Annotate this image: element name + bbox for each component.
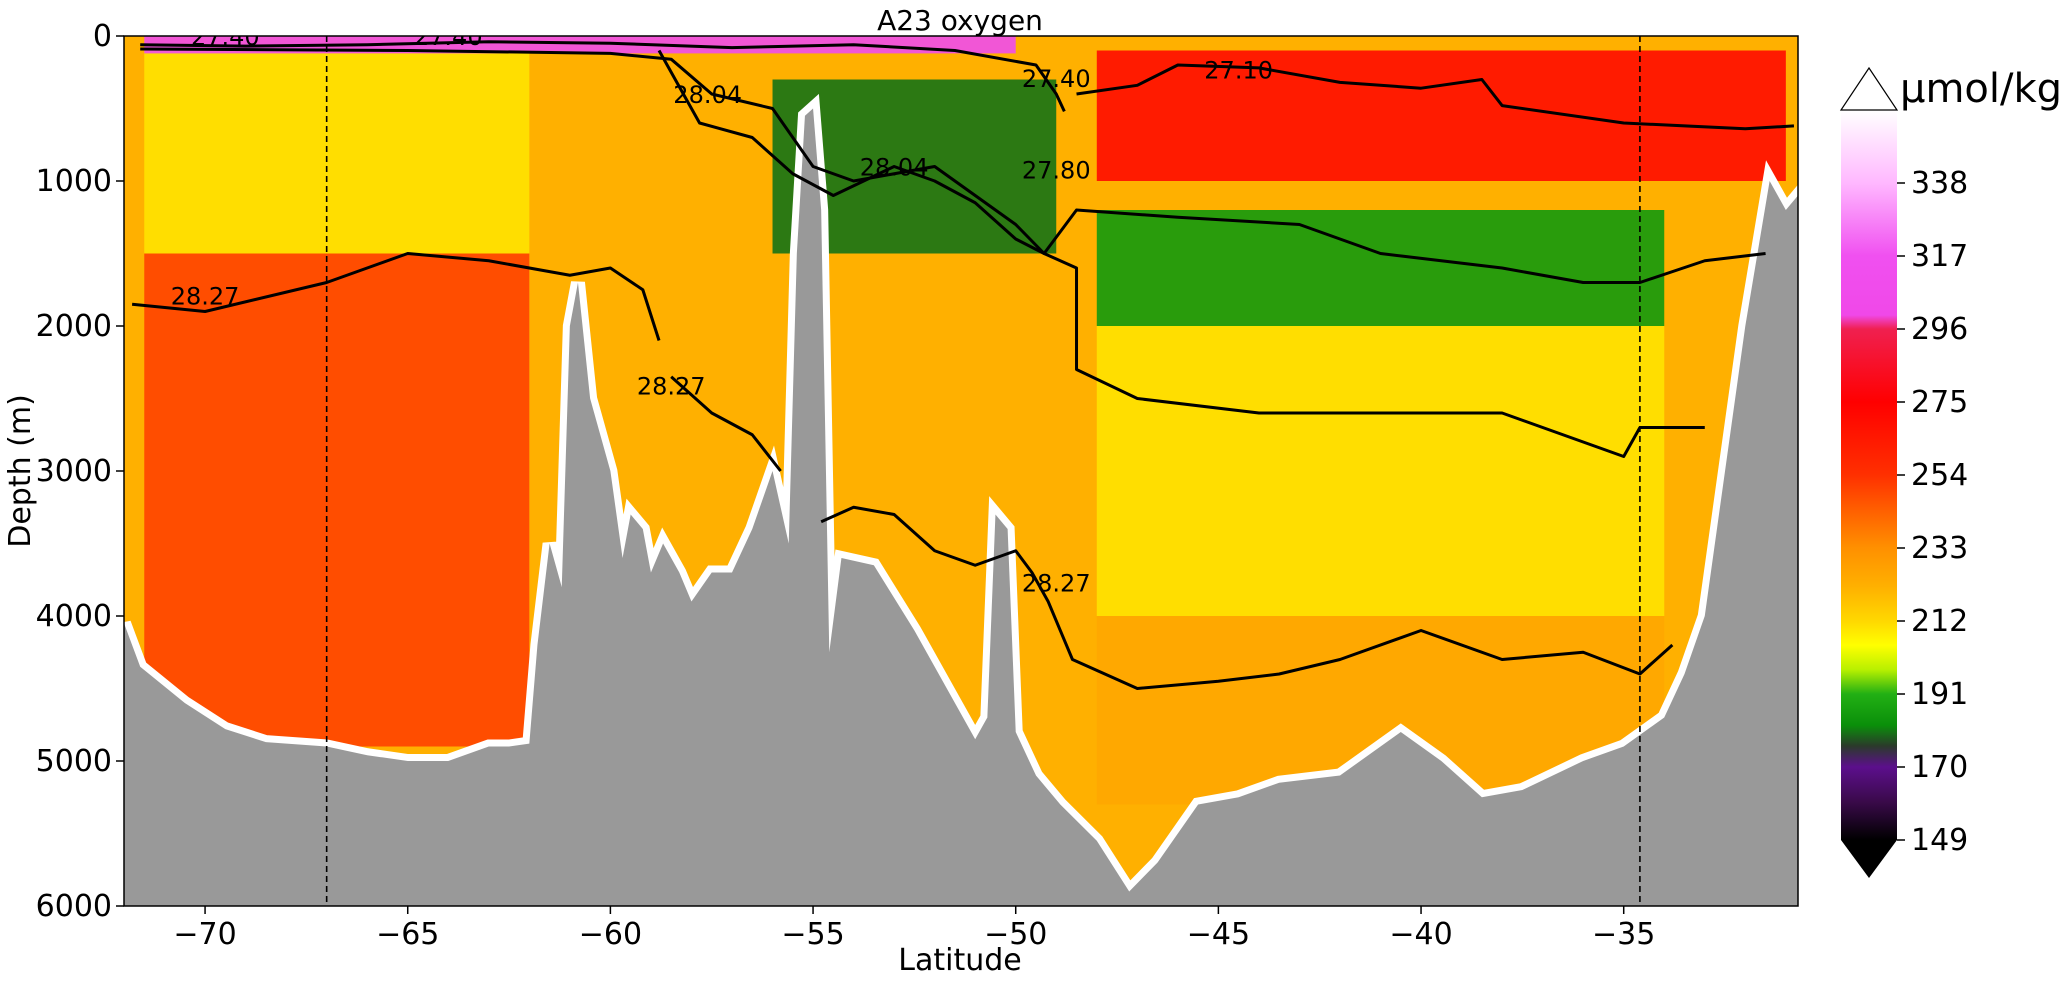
field-region-1 <box>144 50 530 254</box>
x-axis-label: Latitude <box>898 943 1021 978</box>
field-region-4 <box>1096 210 1665 326</box>
chart-title: A23 oxygen <box>877 4 1043 37</box>
colorbar-tick-label-1: 170 <box>1911 750 1968 785</box>
contour-label-6: 27.80 <box>1022 156 1091 184</box>
x-tick-label-5: −45 <box>1187 917 1250 952</box>
reference-lines <box>325 36 1641 906</box>
colorbar-extend-min <box>1841 840 1897 878</box>
colorbar-tick-label-3: 212 <box>1911 604 1968 639</box>
contour-label-1: 27.40 <box>414 23 483 51</box>
contour-label-9: 28.27 <box>1022 570 1091 598</box>
colorbar-tick-label-5: 254 <box>1911 458 1968 493</box>
colorbar-tick-label-4: 233 <box>1911 531 1968 566</box>
colorbar-label: µmol/kg <box>1900 66 2062 112</box>
bathymetry <box>124 93 1798 906</box>
contour-labels: 27.40 27.40 27.10 27.40 28.04 28.04 27.80 28.27… <box>171 23 1273 598</box>
y-tick-label-4: 4000 <box>36 599 112 634</box>
isopycnal-5 <box>670 375 782 472</box>
y-tick-label-1: 1000 <box>36 164 112 199</box>
y-tick-label-6: 6000 <box>36 889 112 924</box>
isopycnal-2 <box>140 47 1766 284</box>
colorbar-gradient <box>1841 110 1897 840</box>
colorbar-extend-max <box>1839 66 1899 111</box>
contour-label-4: 28.04 <box>673 81 742 109</box>
x-tick-label-7: −35 <box>1592 917 1655 952</box>
field-region-5 <box>1096 50 1786 181</box>
plot-area: 27.40 27.40 27.10 27.40 28.04 28.04 27.80 28.27… <box>124 23 1798 906</box>
contour-label-8: 28.27 <box>637 372 706 400</box>
colorbar: 149 170 191 212 233 254 275 296 317 338 <box>1839 66 1968 878</box>
contour-label-5: 28.04 <box>860 154 929 182</box>
colorbar-tick-label-0: 149 <box>1911 823 1968 858</box>
isopycnal-4 <box>131 252 661 341</box>
isopycnal-6 <box>820 505 1674 690</box>
contour-label-7: 28.27 <box>171 283 240 311</box>
x-tick-label-3: −55 <box>781 917 844 952</box>
contour-label-2: 27.10 <box>1204 56 1273 84</box>
isopycnal-3 <box>657 49 1705 458</box>
isopycnal-0 <box>140 40 1066 113</box>
isopycnal-contours <box>131 40 1795 690</box>
x-tick-label-6: −40 <box>1389 917 1452 952</box>
x-axis: −70 −65 −60 −55 −50 −45 −40 −35 <box>173 906 1655 952</box>
y-tick-label-5: 5000 <box>36 744 112 779</box>
isopycnal-1 <box>1076 63 1795 131</box>
field-region-0 <box>144 253 530 747</box>
y-tick-label-0: 0 <box>93 19 112 54</box>
y-tick-label-2: 2000 <box>36 309 112 344</box>
x-tick-label-0: −70 <box>173 917 236 952</box>
colorbar-tick-label-2: 191 <box>1911 677 1968 712</box>
x-tick-label-2: −60 <box>579 917 642 952</box>
field-region-3 <box>1096 326 1665 616</box>
contour-label-3: 27.40 <box>1022 65 1091 93</box>
y-axis-label: Depth (m) <box>3 394 38 548</box>
seafloor <box>124 108 1798 906</box>
contour-label-0: 27.40 <box>191 23 260 51</box>
y-axis: 0 1000 2000 3000 4000 5000 6000 <box>36 19 124 924</box>
colorbar-tick-label-6: 275 <box>1911 385 1968 420</box>
x-tick-label-4: −50 <box>984 917 1047 952</box>
x-tick-label-1: −65 <box>376 917 439 952</box>
colorbar-tick-label-7: 296 <box>1911 312 1968 347</box>
y-tick-label-3: 3000 <box>36 454 112 489</box>
colorbar-tick-label-9: 338 <box>1911 166 1968 201</box>
colorbar-tick-label-8: 317 <box>1911 239 1968 274</box>
